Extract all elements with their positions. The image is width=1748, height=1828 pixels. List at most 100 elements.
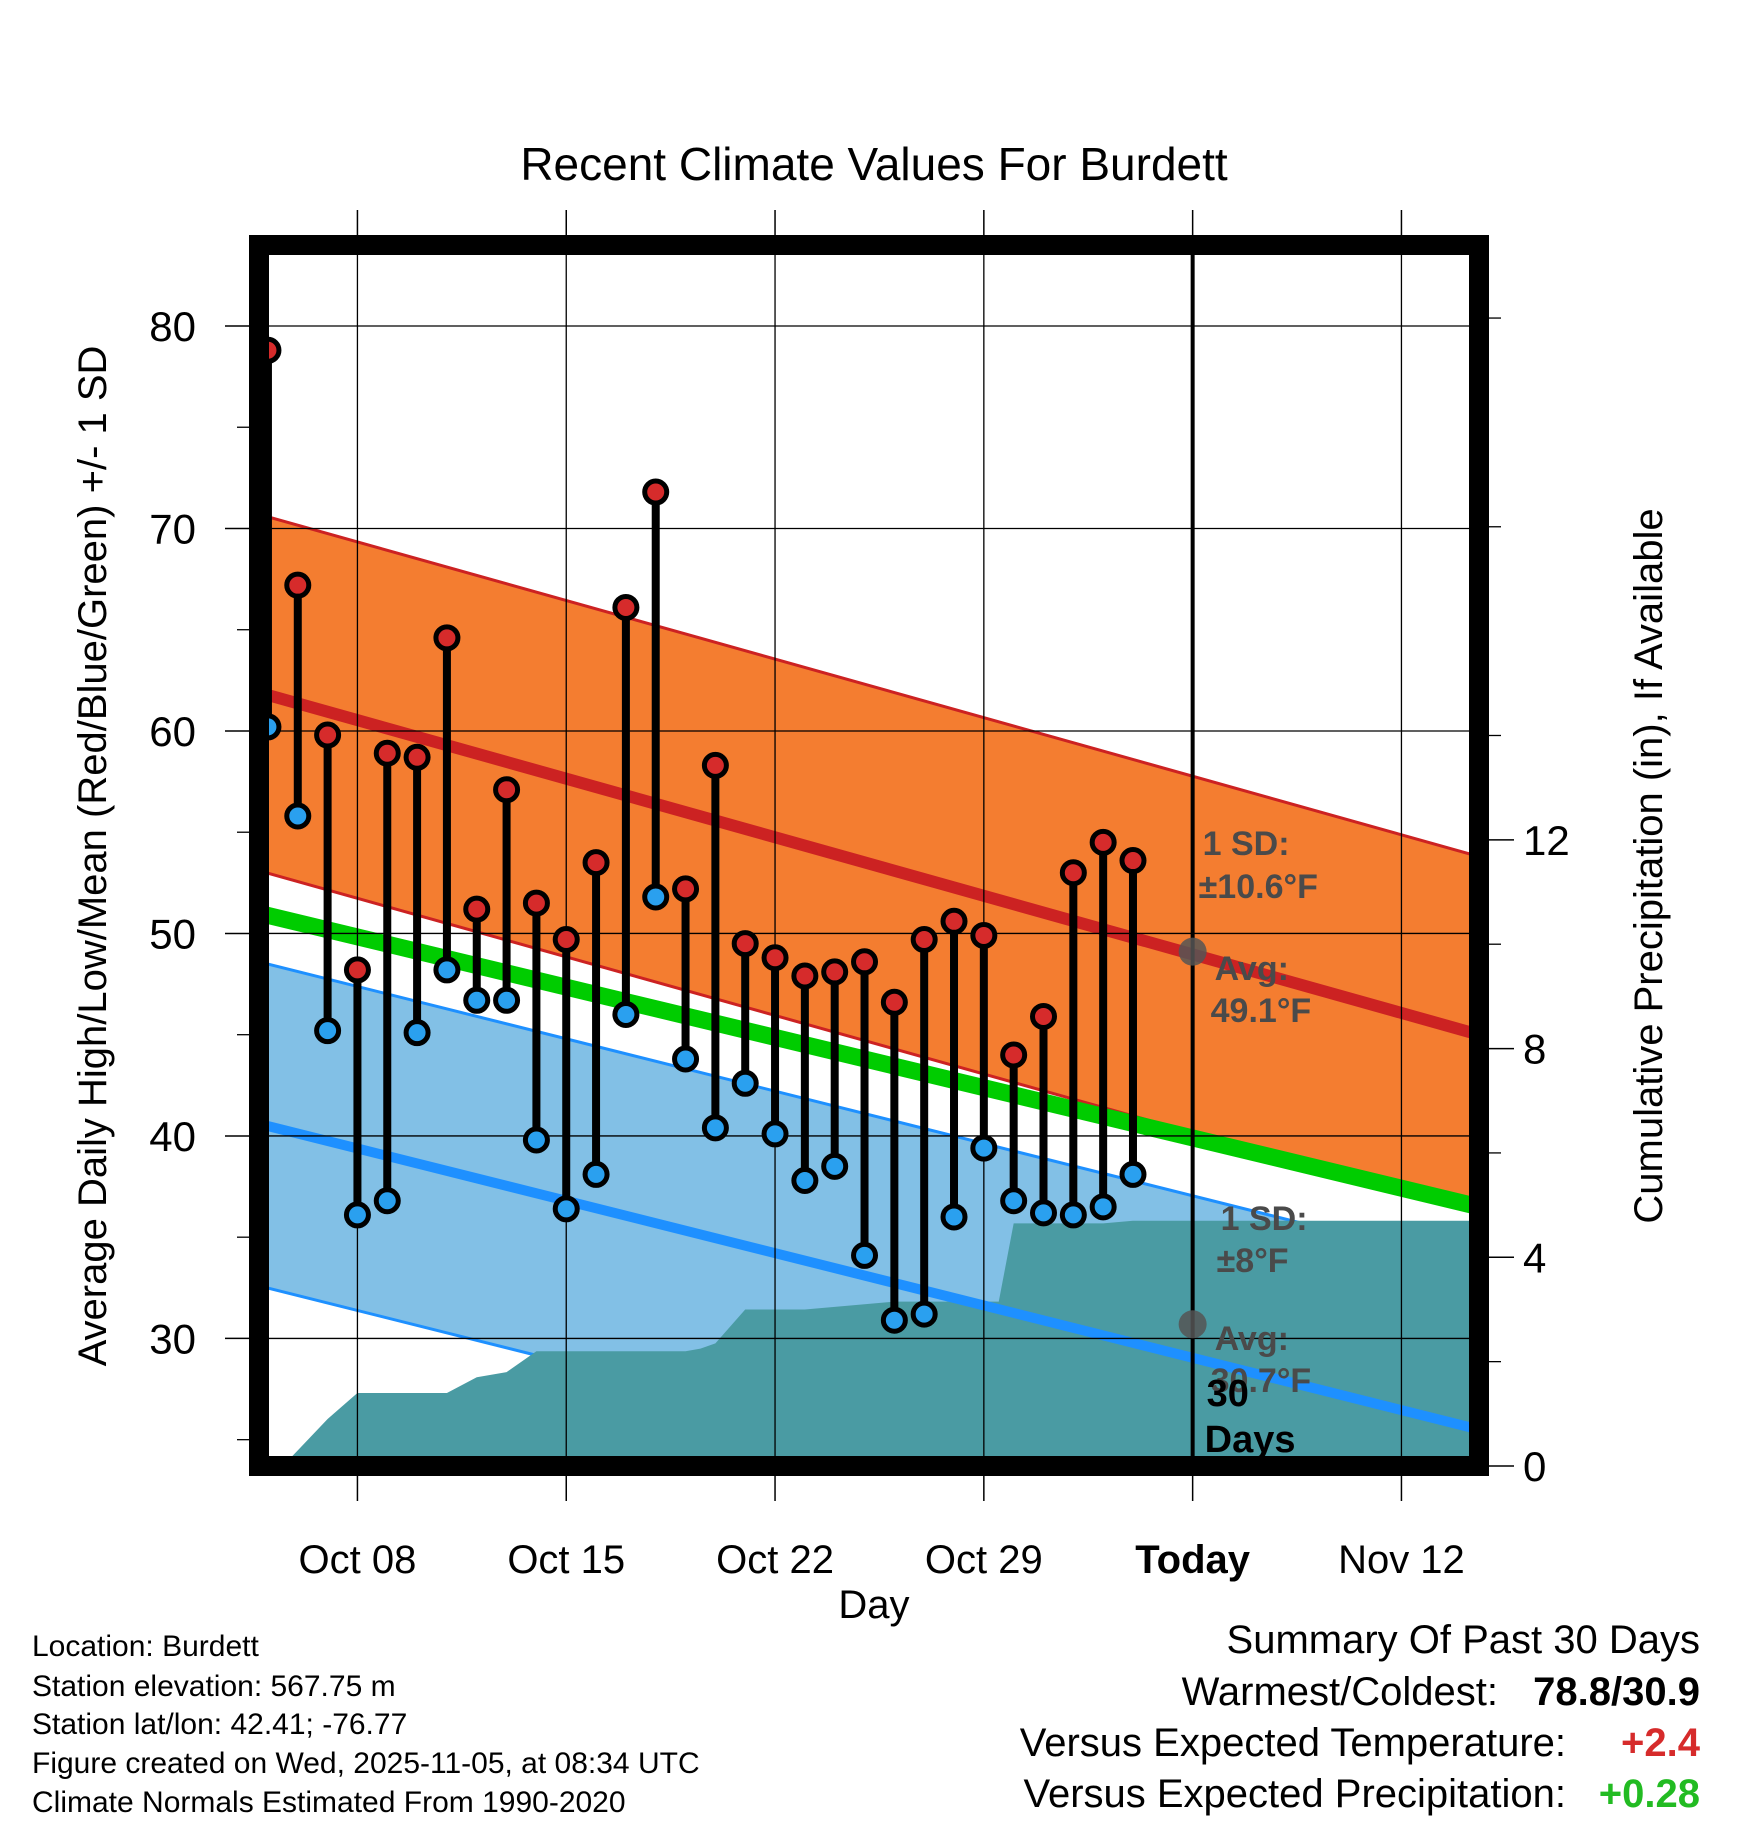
- high-point: [970, 921, 998, 949]
- low-sd-value: ±8°F: [1217, 1242, 1289, 1280]
- window-count-label: 30: [1207, 1373, 1249, 1415]
- y2-tick-label: 4: [1523, 1234, 1546, 1281]
- high-point: [701, 751, 729, 779]
- high-point: [493, 776, 521, 804]
- high-point: [1000, 1041, 1028, 1069]
- high-point: [1089, 828, 1117, 856]
- y-tick-label: 60: [149, 708, 196, 755]
- info-created: Figure created on Wed, 2025-11-05, at 08…: [32, 1747, 700, 1780]
- low-point: [1089, 1193, 1117, 1221]
- low-point: [821, 1152, 849, 1180]
- high-point: [343, 956, 371, 984]
- y-tick-label: 30: [149, 1315, 196, 1362]
- high-point: [373, 739, 401, 767]
- low-point: [1059, 1201, 1087, 1229]
- low-point: [940, 1203, 968, 1231]
- high-point: [851, 948, 879, 976]
- low-point: [433, 956, 461, 984]
- high-point: [642, 478, 670, 506]
- low-point: [373, 1187, 401, 1215]
- y-tick-label: 80: [149, 303, 196, 350]
- high-point: [522, 889, 550, 917]
- low-point: [582, 1160, 610, 1188]
- window-unit-label: Days: [1205, 1419, 1296, 1461]
- high-point: [612, 593, 640, 621]
- low-point: [284, 802, 312, 830]
- low-point: [910, 1300, 938, 1328]
- high-point: [403, 743, 431, 771]
- high-point: [821, 958, 849, 986]
- y-tick-label: 70: [149, 505, 196, 552]
- summary-temp-value: +2.4: [1621, 1721, 1700, 1765]
- high-point: [463, 895, 491, 923]
- high-point: [672, 875, 700, 903]
- x-tick-label: Today: [1135, 1538, 1251, 1582]
- summary-title: Summary Of Past 30 Days: [1226, 1618, 1700, 1662]
- info-location: Location: Burdett: [32, 1630, 259, 1663]
- high-point: [1059, 859, 1087, 887]
- low-point: [642, 883, 670, 911]
- high-point: [940, 907, 968, 935]
- x-tick-label: Oct 29: [925, 1538, 1043, 1582]
- x-tick-label: Oct 08: [299, 1538, 417, 1582]
- summary-warm-cold-label: Warmest/Coldest:: [1181, 1670, 1498, 1714]
- y2-tick-label: 8: [1523, 1026, 1546, 1073]
- high-point: [761, 944, 789, 972]
- low-point: [343, 1201, 371, 1229]
- low-point: [701, 1114, 729, 1142]
- normal-mean-line: [259, 904, 1479, 1216]
- low-avg-marker: [1178, 1310, 1207, 1339]
- x-axis-label: Day: [838, 1583, 909, 1627]
- high-point: [731, 930, 759, 958]
- x-tick-label: Nov 12: [1338, 1538, 1465, 1582]
- low-point: [314, 1017, 342, 1045]
- low-point: [522, 1126, 550, 1154]
- y-axis-label: Average Daily High/Low/Mean (Red/Blue/Gr…: [71, 346, 115, 1367]
- normal-low-line: [259, 1118, 1479, 1435]
- high-point: [910, 926, 938, 954]
- x-tick-label: Oct 15: [507, 1538, 625, 1582]
- low-point: [403, 1019, 431, 1047]
- high-point: [433, 624, 461, 652]
- high-avg-value: 49.1°F: [1211, 992, 1312, 1030]
- normal-high-line: [259, 686, 1479, 1041]
- info-latlon: Station lat/lon: 42.41; -76.77: [32, 1708, 408, 1741]
- high-point: [1029, 1002, 1057, 1030]
- low-point: [791, 1166, 819, 1194]
- high-sd-value: ±10.6°F: [1199, 868, 1318, 906]
- low-avg-label: Avg:: [1215, 1320, 1289, 1358]
- high-point: [1119, 847, 1147, 875]
- plot-frame: [249, 235, 1489, 1476]
- low-sd-label: 1 SD:: [1221, 1200, 1308, 1238]
- summary-precip-value: +0.28: [1598, 1772, 1700, 1816]
- low-point: [672, 1045, 700, 1073]
- low-sd-band-upper-edge: [259, 960, 1479, 1270]
- low-point: [1029, 1199, 1057, 1227]
- summary-warm-cold-value: 78.8/30.9: [1533, 1670, 1700, 1714]
- low-avg-value: 30.7°F: [1211, 1362, 1312, 1400]
- low-point: [1119, 1160, 1147, 1188]
- high-point: [314, 721, 342, 749]
- high-point: [582, 849, 610, 877]
- low-point: [731, 1069, 759, 1097]
- high-point: [880, 988, 908, 1016]
- high-avg-marker: [1178, 937, 1207, 966]
- high-avg-label: Avg:: [1215, 950, 1289, 988]
- summary-precip-label: Versus Expected Precipitation:: [1023, 1772, 1566, 1816]
- low-point: [493, 986, 521, 1014]
- high-point: [284, 571, 312, 599]
- low-point: [612, 1000, 640, 1028]
- high-sd-label: 1 SD:: [1203, 825, 1290, 863]
- y2-tick-label: 0: [1523, 1443, 1546, 1490]
- low-point: [970, 1134, 998, 1162]
- low-point: [552, 1195, 580, 1223]
- summary-temp-label: Versus Expected Temperature:: [1019, 1721, 1566, 1765]
- y2-tick-label: 12: [1523, 817, 1570, 864]
- y-tick-label: 50: [149, 910, 196, 957]
- chart-title: Recent Climate Values For Burdett: [520, 138, 1228, 190]
- low-point: [761, 1120, 789, 1148]
- low-point: [880, 1306, 908, 1334]
- info-elevation: Station elevation: 567.75 m: [32, 1670, 396, 1703]
- low-point: [1000, 1187, 1028, 1215]
